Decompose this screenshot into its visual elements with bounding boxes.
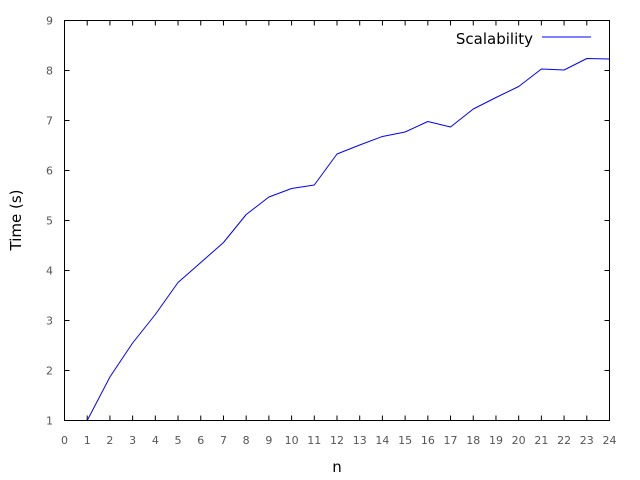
x-tick-label: 3 [129,434,136,447]
y-tick-label: 1 [46,415,53,428]
x-tick-label: 20 [512,434,526,447]
x-tick-label: 1 [84,434,91,447]
legend-label: Scalability [456,30,533,48]
x-tick-label: 18 [466,434,480,447]
x-tick-label: 17 [444,434,458,447]
x-tick-label: 12 [330,434,344,447]
x-tick-label: 21 [534,434,548,447]
x-tick-label: 0 [61,434,68,447]
x-tick-label: 10 [285,434,299,447]
x-tick-label: 4 [152,434,159,447]
x-tick-label: 2 [106,434,113,447]
series-layer [86,58,610,421]
y-tick-label: 7 [46,115,53,128]
y-tick-label: 4 [46,265,53,278]
y-tick-label: 9 [46,15,53,28]
x-tick-label: 19 [489,434,503,447]
y-tick-label: 2 [46,365,53,378]
x-tick-label: 16 [421,434,435,447]
x-tick-label: 22 [557,434,571,447]
y-axis-title: Time (s) [7,190,25,252]
series-line [86,58,610,421]
x-tick-label: 15 [398,434,412,447]
y-tick-label: 5 [46,215,53,228]
y-tick-label: 8 [46,65,53,78]
y-tick-label: 3 [46,315,53,328]
y-axis: 1 2 3 4 5 6 7 8 9 [46,15,610,428]
x-axis-title: n [332,458,342,476]
x-tick-label: 23 [580,434,594,447]
x-tick-label: 7 [220,434,227,447]
x-tick-label: 24 [603,434,617,447]
x-tick-label: 11 [307,434,321,447]
plot-area-frame [64,20,610,421]
x-tick-label: 5 [175,434,182,447]
x-tick-label: 14 [375,434,389,447]
x-tick-label: 8 [243,434,250,447]
legend: Scalability [456,30,591,48]
x-tick-label: 9 [265,434,272,447]
x-tick-label: 6 [197,434,204,447]
x-axis: 0 1 2 3 4 5 6 7 8 9 10 11 12 13 14 15 16 17 18 19 20 21 22 23 24 [61,20,617,447]
y-tick-label: 6 [46,165,53,178]
x-tick-label: 13 [353,434,367,447]
